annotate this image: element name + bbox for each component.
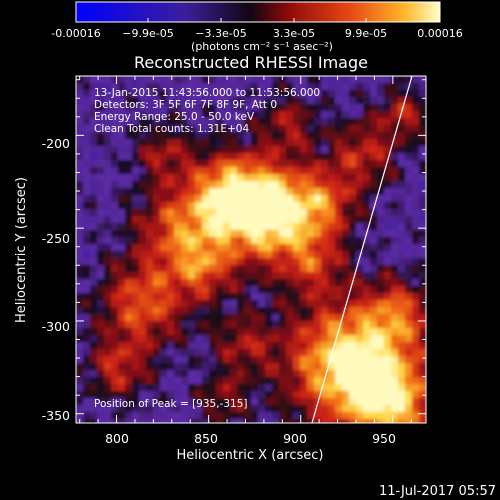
plot-title: Reconstructed RHESSI Image: [134, 53, 368, 72]
peak-position: Position of Peak = [935,-315]: [94, 398, 248, 410]
rhessi-image: [76, 76, 426, 423]
colorbar-tick-label: 0.00016: [417, 27, 463, 40]
info-clean: Clean Total counts: 1.31E+04: [94, 123, 249, 135]
x-tick-label: 850: [194, 431, 218, 446]
colorbar-tick-label: −9.9e-05: [122, 27, 173, 40]
y-tick-label: -350: [42, 408, 70, 423]
colorbar-tick-label: 3.3e-05: [273, 27, 315, 40]
axis-ticks: [76, 76, 426, 423]
info-detectors: Detectors: 3F 5F 6F 7F 8F 9F, Att 0: [94, 99, 277, 111]
info-time-range: 13-Jan-2015 11:43:56.000 to 11:53:56.000: [94, 87, 320, 99]
colorbar-tick-label: 9.9e-05: [345, 27, 387, 40]
colorbar-tick-label: -0.00016: [51, 27, 100, 40]
y-tick-label: -300: [42, 319, 70, 334]
x-axis-label: Heliocentric X (arcsec): [177, 448, 324, 463]
colorbar-ticks: [75, 18, 441, 22]
solar-limb-line: [311, 76, 413, 423]
footer-date: 11-Jul-2017 05:57: [379, 484, 496, 499]
info-energy: Energy Range: 25.0 - 50.0 keV: [94, 111, 255, 123]
y-tick-label: -250: [42, 231, 70, 246]
x-tick-label: 950: [372, 431, 396, 446]
colorbar-units: (photons cm⁻² s⁻¹ asec⁻²): [191, 40, 333, 53]
colorbar-gradient: [75, 1, 441, 23]
colorbar: -0.00016 −9.9e-05 −3.3e-05 3.3e-05 9.9e-…: [51, 1, 463, 53]
x-tick-label: 900: [283, 431, 307, 446]
x-tick-label: 800: [105, 431, 129, 446]
plot-frame: [75, 75, 427, 424]
colorbar-tick-label: −3.3e-05: [195, 27, 246, 40]
y-axis-label: Heliocentric Y (arcsec): [14, 177, 29, 323]
y-tick-label: -200: [42, 136, 70, 151]
